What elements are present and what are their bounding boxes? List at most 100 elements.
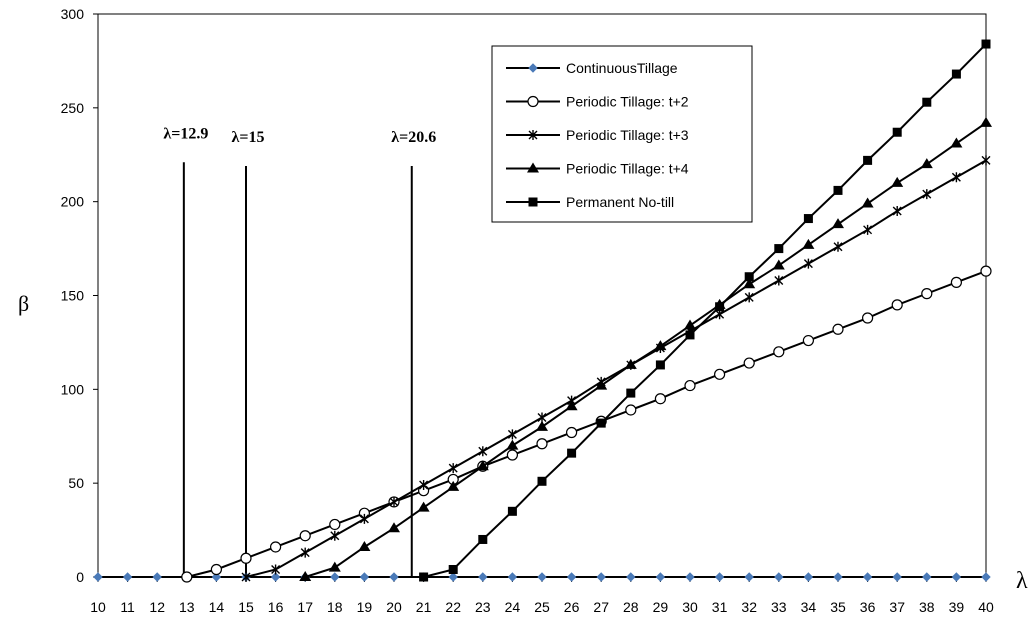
x-tick-label: 21: [416, 599, 432, 615]
series-line: [423, 43, 987, 578]
data-point: [122, 572, 133, 582]
data-point: [654, 393, 667, 405]
data-point: [951, 69, 961, 79]
data-point: [507, 572, 518, 582]
x-tick-label: 37: [889, 599, 905, 615]
data-point: [892, 127, 902, 137]
data-point: [537, 572, 547, 582]
x-tick-label: 14: [209, 599, 225, 615]
x-axis-label: λ: [1016, 568, 1028, 594]
data-point: [980, 116, 992, 127]
data-point: [861, 312, 874, 324]
data-point: [358, 540, 371, 551]
legend-marker: [528, 63, 538, 73]
legend-label: Permanent No-till: [566, 194, 674, 210]
x-tick-label: 38: [919, 599, 935, 615]
data-point: [448, 572, 458, 582]
data-point: [950, 276, 963, 288]
data-point: [744, 572, 754, 582]
y-tick-label: 250: [61, 100, 85, 116]
data-point: [832, 218, 844, 229]
legend-marker: [527, 95, 539, 108]
x-tick-label: 33: [771, 599, 787, 615]
data-point: [211, 572, 222, 582]
x-tick-label: 28: [623, 599, 639, 615]
data-point: [803, 214, 813, 224]
data-point: [478, 572, 488, 582]
series-5: [419, 39, 991, 582]
data-point: [152, 572, 162, 582]
reference-line-label: λ=12.9: [163, 125, 208, 142]
data-point: [921, 288, 933, 300]
series-line: [186, 270, 987, 578]
data-point: [271, 564, 281, 575]
data-point: [330, 572, 340, 582]
y-tick-label: 50: [68, 475, 84, 491]
x-tick-label: 39: [949, 599, 965, 615]
data-point: [774, 572, 784, 582]
data-point: [922, 97, 932, 107]
reference-line-label: λ=15: [232, 129, 265, 146]
data-point: [802, 238, 815, 249]
data-point: [270, 541, 282, 553]
data-point: [419, 480, 429, 491]
data-point: [329, 518, 341, 531]
x-tick-label: 31: [712, 599, 728, 615]
x-tick-label: 19: [357, 599, 373, 615]
data-point: [951, 172, 961, 183]
data-point: [478, 534, 488, 544]
data-point: [744, 272, 754, 282]
data-point: [684, 319, 696, 330]
y-tick-label: 150: [61, 288, 85, 304]
data-point: [506, 439, 519, 450]
x-tick-label: 40: [978, 599, 994, 615]
data-point: [655, 572, 666, 582]
data-point: [802, 334, 815, 347]
data-point: [596, 572, 606, 582]
data-point: [774, 244, 784, 254]
x-tick-label: 25: [534, 599, 550, 615]
data-point: [537, 412, 547, 423]
x-tick-label: 15: [238, 599, 254, 615]
data-point: [981, 572, 991, 582]
x-tick-label: 18: [327, 599, 343, 615]
x-tick-label: 24: [505, 599, 521, 615]
series-layer: [93, 39, 992, 583]
reference-line-label: λ=20.6: [391, 129, 436, 146]
data-point: [892, 572, 902, 582]
data-point: [359, 572, 370, 582]
data-point: [566, 572, 577, 582]
data-point: [300, 547, 310, 558]
data-point: [891, 176, 904, 187]
x-tick-label: 35: [830, 599, 846, 615]
data-point: [655, 360, 665, 370]
data-point: [833, 241, 843, 252]
series-line: [245, 159, 987, 578]
data-point: [863, 155, 873, 165]
data-point: [419, 572, 429, 582]
data-point: [920, 158, 933, 169]
legend: ContinuousTillage Periodic Tillage: t+2 Pe…: [491, 45, 753, 223]
series-2: [181, 265, 992, 583]
data-point: [922, 189, 932, 200]
data-point: [270, 572, 281, 582]
data-point: [833, 185, 843, 195]
data-point: [654, 340, 667, 351]
data-point: [773, 346, 785, 358]
x-tick-label: 30: [682, 599, 698, 615]
legend-marker: [527, 162, 539, 173]
legend-label: Periodic Tillage: t+2: [566, 94, 689, 110]
data-point: [447, 480, 460, 491]
x-tick-label: 11: [120, 599, 135, 615]
y-axis-label: β: [18, 291, 29, 316]
data-point: [448, 564, 458, 574]
data-point: [625, 404, 637, 416]
data-point: [507, 506, 517, 516]
y-tick-label: 200: [61, 194, 85, 210]
data-point: [951, 572, 962, 582]
data-point: [713, 368, 726, 380]
data-point: [210, 563, 222, 576]
data-point: [981, 39, 991, 49]
data-point: [980, 265, 992, 277]
data-point: [507, 429, 517, 440]
